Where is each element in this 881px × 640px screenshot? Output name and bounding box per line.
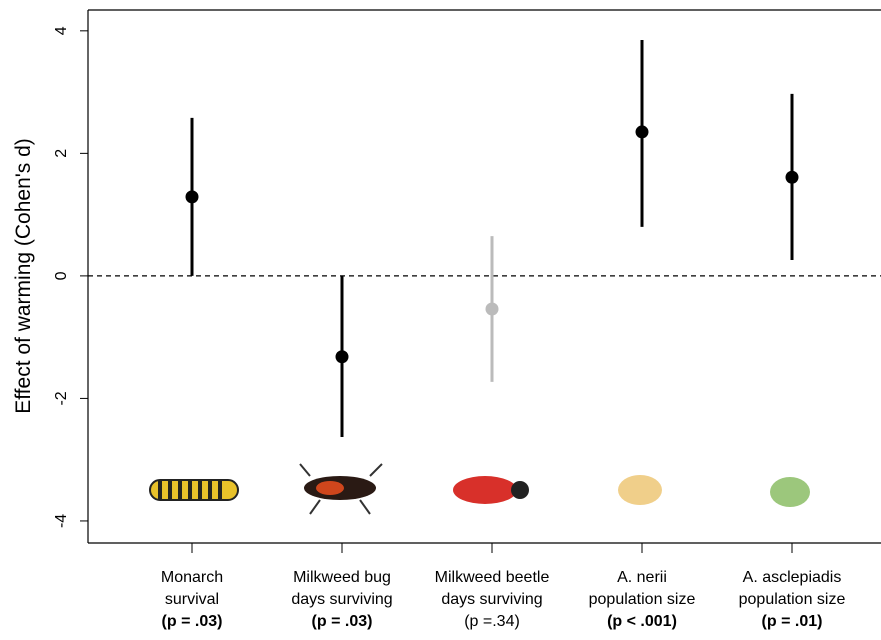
p-value-label: (p = .03) xyxy=(162,613,223,630)
point xyxy=(185,190,199,204)
aphid-asclepiadis-icon xyxy=(770,477,810,507)
x-tick-label: days surviving xyxy=(441,591,542,608)
point xyxy=(485,302,499,316)
y-tick-label: -4 xyxy=(53,514,70,528)
y-tick-label: 4 xyxy=(53,26,70,35)
y-axis-title: Effect of warming (Cohen's d) xyxy=(12,138,35,414)
caterpillar-icon xyxy=(149,479,239,501)
x-tick-label: Milkweed bug xyxy=(293,569,391,586)
x-tick-label: Milkweed beetle xyxy=(435,569,550,586)
bug-legs xyxy=(299,463,383,515)
x-tick-label: survival xyxy=(165,591,219,608)
x-tick-label: population size xyxy=(739,591,846,608)
x-tick-label: days surviving xyxy=(291,591,392,608)
x-tick-label: Monarch xyxy=(161,569,223,586)
beetle-icon xyxy=(453,476,517,504)
beetle-head xyxy=(511,481,529,499)
point xyxy=(635,125,649,139)
y-tick-label: 0 xyxy=(53,271,70,280)
x-tick-label: population size xyxy=(589,591,696,608)
point xyxy=(335,350,349,364)
p-value-label: (p =.34) xyxy=(464,613,520,630)
y-tick-label: 2 xyxy=(53,149,70,158)
bug-marking xyxy=(316,481,344,495)
caterpillar-stripes xyxy=(158,480,222,500)
x-tick-label: A. nerii xyxy=(617,569,667,586)
p-value-label: (p = .01) xyxy=(762,613,823,630)
p-value-label: (p < .001) xyxy=(607,613,677,630)
y-tick-label: -2 xyxy=(53,391,70,405)
aphid-nerii-icon xyxy=(618,475,662,505)
p-value-label: (p = .03) xyxy=(312,613,373,630)
insect-icons xyxy=(149,463,810,515)
point xyxy=(785,170,799,184)
x-tick-label: A. asclepiadis xyxy=(743,569,842,586)
